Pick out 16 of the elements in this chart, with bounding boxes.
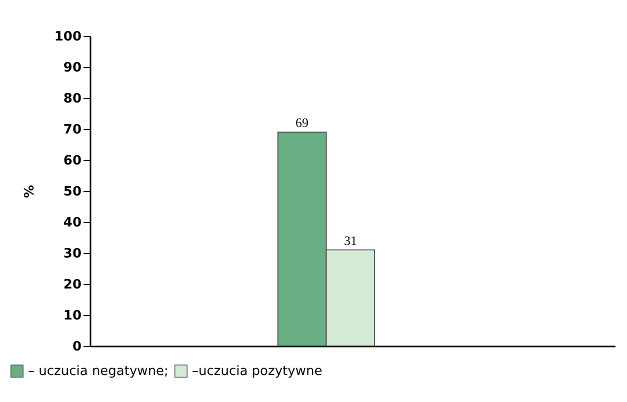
y-tick-label: 0	[72, 340, 82, 354]
data-label: 31	[344, 232, 357, 248]
y-tick-label: 40	[63, 216, 82, 230]
y-tick-label: 60	[63, 154, 82, 168]
y-tick-label: 10	[63, 308, 82, 324]
y-tick-label: 70	[63, 122, 82, 138]
legend-label: – uczucia negatywne;	[28, 364, 168, 380]
y-tick-label: 50	[63, 184, 82, 200]
data-label: 69	[296, 115, 309, 130]
legend-label: –uczucia pozytywne	[192, 364, 322, 380]
y-tick-label: 20	[63, 278, 82, 292]
y-axis-title: %	[22, 184, 38, 198]
y-tick-label: 80	[63, 92, 82, 106]
y-tick-label: 90	[63, 60, 82, 76]
y-tick-label: 100	[54, 30, 82, 44]
y-tick-label: 30	[63, 246, 82, 262]
